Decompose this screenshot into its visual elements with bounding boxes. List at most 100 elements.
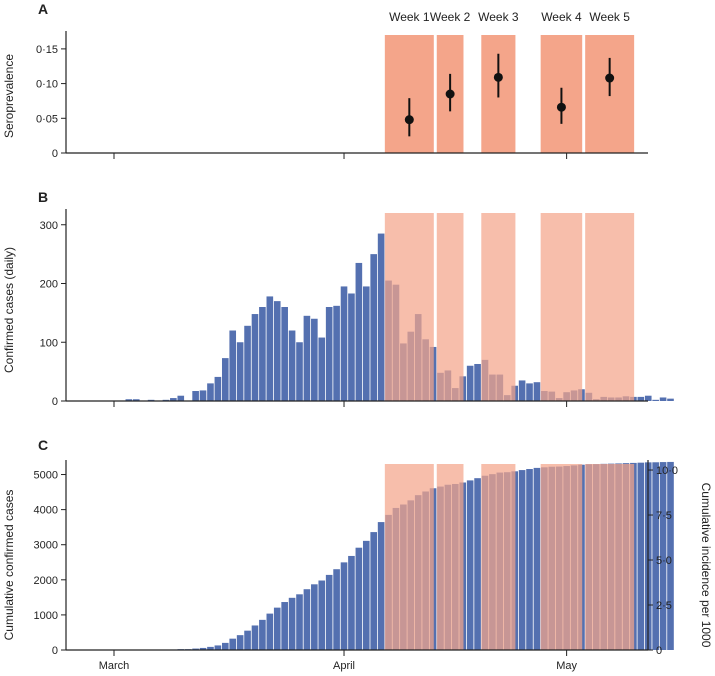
panel-c-letter: C [38,437,48,453]
daily-bar [644,395,652,401]
panel-c-week-bands [384,464,635,650]
daily-bar [474,363,481,401]
daily-bar [533,382,541,401]
cumulative-bar [296,594,303,650]
daily-bar [132,399,140,401]
daily-bar [348,293,355,401]
cumulative-bar [637,462,645,650]
panel-a-week-bands [384,35,635,153]
daily-bar [266,296,274,401]
cumulative-bar [377,522,385,650]
daily-bar [125,399,133,401]
cumulative-bar [667,461,674,650]
panel-b-week-band-2 [436,213,464,401]
week-label-1: Week 1 [389,10,430,24]
cumulative-bar [288,597,296,650]
daily-bar [340,286,348,401]
panel-b-y-tick-label: 0 [52,396,58,408]
cumulative-bar [370,532,378,650]
daily-bar [370,254,378,401]
panel-c-axes: 0 1000 2000 3000 4000 5000 March April May 0 2·5 5·… [34,460,678,672]
cumulative-bar [303,589,311,650]
panel-c-y2-title: Cumulative incidence per 1000 [699,483,713,648]
panel-c: C Cumulative confirmed cases Cumulative … [2,437,713,672]
panel-b-y-tick-label: 200 [40,279,58,291]
panel-b-letter: B [38,189,48,205]
panel-c-y-tick-label: 1000 [34,610,58,622]
daily-bar [311,318,318,401]
daily-bar [526,383,533,401]
daily-bar [273,301,281,401]
panel-c-week-band-2 [436,464,464,650]
daily-bar [296,342,303,401]
panel-c-y2-tick-label: 2·5 [656,600,672,612]
panel-c-y2-tick-label: 5·0 [656,555,672,567]
daily-bar [652,399,659,401]
cumulative-bar [318,580,326,650]
panel-b-axes: 0 100 200 300 [40,209,648,408]
panel-b-week-band-5 [585,213,635,401]
panel-b-y-tick-label: 100 [40,337,58,349]
x-tick-label-april: April [333,660,355,672]
panel-a-axes: 0 0·05 0·10 0·15 [36,31,648,160]
daily-bar [362,286,370,401]
daily-bar [177,395,185,401]
daily-bar [259,307,266,401]
panel-a-y-tick-label: 0 [52,148,58,160]
panel-c-y2-tick-label: 7·5 [656,510,672,522]
cumulative-bar [236,635,244,650]
week-label-3: Week 3 [478,10,519,24]
panel-a-y-title: Seroprevalence [2,54,16,138]
x-tick-label-may: May [556,660,577,672]
data-point-week-5 [605,73,615,83]
daily-bar [229,330,237,401]
panel-b: B Confirmed cases (daily) 0 100 200 300 [2,189,674,408]
cumulative-bar [325,574,333,650]
panel-a-y-tick-label: 0·05 [36,113,58,125]
cumulative-bar [340,562,348,650]
panel-b-y-title: Confirmed cases (daily) [2,247,16,373]
data-point-week-1 [404,115,414,125]
panel-c-y-tick-label: 3000 [34,540,58,552]
cumulative-bar [348,555,355,650]
cumulative-bar [273,607,281,650]
daily-bar [244,325,251,401]
daily-bar [637,396,645,401]
week-label-2: Week 2 [430,10,471,24]
panel-c-week-band-3 [481,464,516,650]
daily-bar [281,307,288,401]
panel-a-letter: A [38,1,48,17]
daily-bar [236,342,244,401]
cumulative-bar [221,642,229,650]
cumulative-bar [199,647,207,650]
daily-bar [207,383,214,401]
daily-bar [288,330,296,401]
panel-a: A Seroprevalence Week 1 Week 2 Week 3 Week … [2,1,648,160]
cumulative-bar [192,648,199,650]
week-labels: Week 1 Week 2 Week 3 Week 4 Week 5 [389,10,630,24]
cumulative-bar [355,547,363,650]
data-point-week-3 [493,72,503,82]
panel-b-week-bands [384,213,635,401]
cumulative-bar [259,619,266,650]
x-tick-label-march: March [99,660,130,672]
panel-c-y-title: Cumulative confirmed cases [2,490,16,641]
cumulative-bar [659,462,667,650]
daily-bar [318,337,326,401]
panel-a-points [404,53,615,137]
panel-c-y-tick-label: 5000 [34,470,58,482]
panel-c-y-tick-label: 0 [52,645,58,657]
daily-bar [333,305,340,401]
data-point-week-4 [556,102,566,112]
panel-c-y2-tick-label: 10·0 [656,465,678,477]
week-label-4: Week 4 [541,10,582,24]
cumulative-bar [229,638,237,650]
daily-bar [518,380,526,401]
panel-b-week-band-4 [540,213,583,401]
cumulative-bar [652,462,659,650]
panel-c-week-band-1 [384,464,434,650]
week-label-5: Week 5 [589,10,630,24]
cumulative-bar [466,480,474,650]
daily-bar [192,391,199,401]
